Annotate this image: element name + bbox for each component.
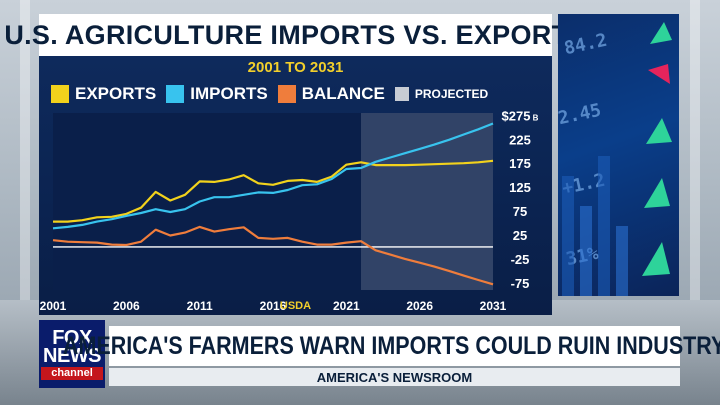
ticker-bars [562, 156, 628, 296]
chart-subtitle: 2001 TO 2031 [247, 59, 344, 76]
y-tick-label: 125 [509, 180, 531, 195]
headline-bar: AMERICA'S FARMERS WARN IMPORTS COULD RUI… [63, 326, 720, 366]
projected-region [361, 113, 493, 290]
graphic-title-bar: U.S. AGRICULTURE IMPORTS VS. EXPORTS [4, 14, 586, 56]
show-name: AMERICA'S NEWSROOM [316, 369, 473, 385]
legend-label-balance: BALANCE [301, 84, 385, 103]
y-tick-label: $275 B [502, 108, 539, 123]
x-tick-label: 2026 [406, 299, 433, 313]
graphic-title: U.S. AGRICULTURE IMPORTS VS. EXPORTS [4, 19, 587, 50]
down-arrow-icon [648, 64, 670, 84]
up-arrow-icon [644, 178, 670, 208]
series-line-balance [52, 225, 494, 286]
y-tick-unit: B [530, 113, 538, 122]
chart-svg: 2001 2006 2011 2016 2021 2026 2031 $275 B 225 175… [40, 108, 539, 313]
y-tick-label: -75 [511, 276, 530, 291]
legend-swatch-balance [277, 85, 296, 103]
series-line-exports [53, 159, 494, 223]
chart-legend: EXPORTS IMPORTS BALANCE PROJECTED [51, 84, 488, 104]
plot-area [53, 113, 493, 290]
legend-label-imports: IMPORTS [190, 84, 268, 103]
legend-item-balance: BALANCE [277, 84, 385, 104]
wall-strip [690, 0, 700, 300]
show-name-bar: AMERICA'S NEWSROOM [109, 368, 680, 386]
x-tick-label: 2011 [187, 299, 213, 313]
legend-label-projected: PROJECTED [414, 87, 489, 101]
x-tick-label: 2006 [113, 299, 140, 313]
y-tick-label: -25 [511, 252, 530, 267]
logo-news: NEWS [43, 344, 102, 367]
wall-strip [20, 0, 30, 300]
up-arrow-icon [650, 22, 672, 44]
x-tick-label: 2031 [480, 299, 507, 313]
fox-news-logo: FOX NEWS channel [39, 320, 105, 388]
y-tick-label: 75 [513, 204, 527, 219]
up-arrow-icon [642, 242, 670, 276]
chart-panel: 2001 2006 2011 2016 2021 2026 2031 $275 B 225 175… [39, 56, 552, 315]
y-tick-label: 175 [509, 156, 531, 171]
x-tick-label: 2021 [333, 299, 360, 313]
legend-swatch-projected [394, 87, 409, 101]
legend-item-projected: PROJECTED [394, 87, 489, 101]
legend-swatch-exports [51, 85, 69, 103]
logo-channel: channel [41, 366, 103, 380]
legend-swatch-imports [166, 85, 185, 103]
stock-ticker-screen: 84.2 2.45 +1.2 31% [558, 14, 679, 296]
logo-fox: FOX [52, 326, 92, 349]
x-tick-label: 2016 [260, 299, 287, 313]
chart-source: USDA [279, 300, 312, 312]
lower-third: FOX NEWS channel AMERICA'S FARMERS WARN … [39, 320, 720, 388]
series-line-imports [52, 122, 494, 230]
y-tick-label: 225 [509, 132, 531, 147]
y-tick-label: 25 [513, 228, 527, 243]
headline-text: AMERICA'S FARMERS WARN IMPORTS COULD RUI… [63, 331, 720, 360]
up-arrow-icon [646, 118, 672, 144]
legend-item-imports: IMPORTS [166, 84, 268, 104]
legend-item-exports: EXPORTS [51, 84, 156, 104]
legend-label-exports: EXPORTS [75, 84, 157, 103]
ticker-arrows [642, 22, 672, 276]
x-tick-label: 2001 [40, 299, 67, 313]
